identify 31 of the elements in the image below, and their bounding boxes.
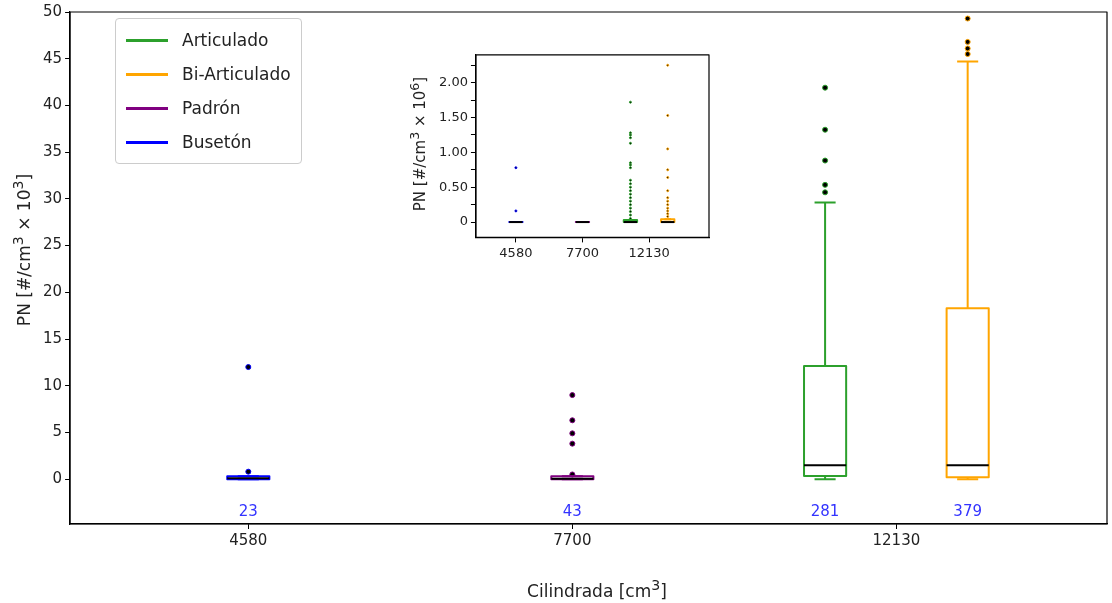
x-tick-label: 7700 — [565, 244, 600, 260]
y-tick-label: 40 — [42, 95, 63, 114]
legend-label: Busetón — [182, 132, 252, 152]
y-tick-label: 30 — [42, 188, 63, 207]
y-tick-label: 0 — [459, 213, 468, 229]
text: 281 — [810, 502, 840, 521]
x-tick-label: 4580 — [499, 244, 533, 260]
y-tick-label: 1.00 — [438, 143, 468, 159]
x-tick-label: 12130 — [872, 530, 921, 549]
legend-label: Articulado — [182, 30, 269, 50]
y-tick-label: 45 — [42, 48, 63, 67]
y-tick-label: 0.50 — [438, 178, 468, 194]
legend-label: Bi-Articulado — [182, 64, 291, 84]
x-tick-label: 12130 — [628, 244, 670, 260]
x-tick-label: 4580 — [229, 530, 268, 549]
y-tick-label: 50 — [42, 1, 63, 20]
text: 43 — [562, 502, 582, 521]
text: 379 — [953, 502, 982, 521]
x-tick-label: 7700 — [553, 530, 592, 549]
y-tick-label: 1.50 — [438, 108, 468, 124]
y-tick-label: 20 — [42, 282, 63, 301]
y-tick-label: 2.00 — [438, 74, 468, 90]
legend-label: Padrón — [182, 98, 241, 118]
x-axis-title: Cilindrada [cm$^{3}$] — [527, 577, 667, 601]
y-tick-label: 5 — [52, 422, 63, 441]
y-tick-label: 25 — [42, 235, 63, 254]
text: 23 — [238, 502, 258, 521]
y-tick-label: 15 — [42, 328, 63, 347]
y-tick-label: 10 — [42, 375, 63, 394]
y-tick-label: 0 — [52, 469, 63, 488]
y-tick-label: 35 — [42, 142, 63, 161]
